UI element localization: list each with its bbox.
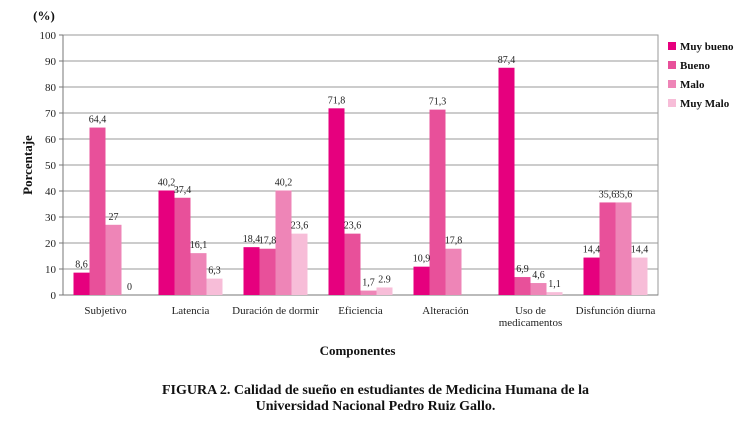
data-label: 37,4 bbox=[174, 185, 192, 196]
data-label: 2.9 bbox=[378, 274, 391, 285]
bar bbox=[190, 253, 207, 295]
figure-caption-line-2: Universidad Nacional Pedro Ruiz Gallo. bbox=[255, 399, 496, 414]
bar bbox=[546, 292, 563, 295]
bar bbox=[615, 202, 632, 295]
bar bbox=[105, 224, 122, 295]
data-label: 8,6 bbox=[75, 260, 88, 271]
bar bbox=[445, 248, 462, 295]
bar bbox=[259, 248, 276, 295]
x-category-label: medicamentos bbox=[499, 317, 563, 329]
bar bbox=[344, 233, 361, 295]
data-label: 71,3 bbox=[429, 97, 447, 108]
data-label: 71,8 bbox=[328, 95, 346, 106]
data-label: 35,6 bbox=[599, 189, 617, 200]
data-label: 87,4 bbox=[498, 55, 516, 66]
bar bbox=[158, 190, 175, 295]
bar bbox=[360, 290, 377, 295]
data-label: 6,3 bbox=[208, 266, 221, 277]
data-label: 40,2 bbox=[275, 177, 293, 188]
y-tick-label: 0 bbox=[51, 290, 57, 302]
data-label: 23,6 bbox=[291, 221, 309, 232]
y-tick-label: 10 bbox=[45, 264, 57, 276]
axes: 0 10 20 30 40 50 60 70 80 90 100 (%) Porcentaje Compo… bbox=[20, 8, 658, 358]
x-category-label: Subjetivo bbox=[84, 305, 127, 317]
bar bbox=[174, 197, 191, 295]
bar bbox=[275, 190, 292, 295]
legend-label: Muy Malo bbox=[680, 98, 730, 110]
bar bbox=[429, 109, 446, 296]
legend-label: Muy bueno bbox=[680, 41, 734, 53]
figure-caption-line-1: FIGURA 2. Calidad de sueño en estudiante… bbox=[161, 383, 590, 398]
x-axis-title: Componentes bbox=[320, 343, 396, 358]
data-label: 10,9 bbox=[413, 254, 431, 265]
bar bbox=[530, 283, 547, 295]
y-tick-label: 100 bbox=[40, 30, 57, 42]
bar bbox=[73, 272, 90, 295]
legend-label: Malo bbox=[680, 79, 705, 91]
data-label: 6,9 bbox=[516, 264, 529, 275]
legend-label: Bueno bbox=[680, 60, 710, 72]
data-label: 16,1 bbox=[190, 240, 208, 251]
bar bbox=[89, 127, 106, 295]
bar bbox=[291, 233, 308, 295]
bar bbox=[243, 247, 260, 295]
data-label: 0 bbox=[127, 282, 132, 293]
legend: Muy bueno Bueno Malo Muy Malo bbox=[668, 41, 734, 110]
bar-chart: 0 10 20 30 40 50 60 70 80 90 100 (%) Porcentaje Compo… bbox=[20, 8, 734, 358]
data-label: 23,6 bbox=[344, 221, 362, 232]
bar bbox=[376, 287, 393, 295]
bar bbox=[583, 257, 600, 295]
y-tick-label: 90 bbox=[45, 56, 57, 68]
x-category-label: Eficiencia bbox=[338, 305, 383, 317]
data-label: 27 bbox=[109, 212, 119, 223]
data-label: 40,2 bbox=[158, 177, 176, 188]
legend-swatch bbox=[668, 61, 676, 69]
data-label: 1,7 bbox=[362, 278, 375, 289]
data-label: 17,8 bbox=[259, 236, 277, 247]
data-label: 17,8 bbox=[445, 236, 463, 247]
y-tick-label: 50 bbox=[45, 160, 57, 172]
legend-swatch bbox=[668, 42, 676, 50]
bar bbox=[498, 67, 515, 295]
data-label: 4,6 bbox=[532, 270, 545, 281]
data-label: 14,4 bbox=[631, 245, 649, 256]
legend-swatch bbox=[668, 99, 676, 107]
y-tick-label: 30 bbox=[45, 212, 57, 224]
bar bbox=[413, 266, 430, 295]
y-tick-label: 20 bbox=[45, 238, 57, 250]
y-tick-label: 70 bbox=[45, 108, 57, 120]
y-axis-title: Porcentaje bbox=[20, 135, 35, 195]
bar bbox=[206, 278, 223, 295]
y-unit-label: (%) bbox=[33, 8, 55, 23]
x-category-label: Alteración bbox=[422, 305, 469, 317]
legend-swatch bbox=[668, 80, 676, 88]
x-category-label: Disfunción diurna bbox=[576, 305, 656, 317]
data-label: 18,4 bbox=[243, 234, 261, 245]
data-label: 1,1 bbox=[548, 279, 561, 290]
y-tick-label: 80 bbox=[45, 82, 57, 94]
x-category-label: Duración de dormir bbox=[232, 305, 319, 317]
data-label: 64,4 bbox=[89, 115, 107, 126]
data-labels: 8,664,427040,237,416,16,318,417,840,223,… bbox=[75, 55, 648, 293]
x-category-label: Uso de bbox=[515, 305, 546, 317]
bar bbox=[328, 108, 345, 295]
data-label: 35,6 bbox=[615, 189, 633, 200]
data-label: 14,4 bbox=[583, 245, 601, 256]
bar bbox=[631, 257, 648, 295]
y-tick-label: 40 bbox=[45, 186, 57, 198]
y-tick-label: 60 bbox=[45, 134, 57, 146]
x-category-label: Latencia bbox=[172, 305, 210, 317]
bars bbox=[73, 67, 648, 296]
bar bbox=[514, 277, 531, 295]
bar bbox=[599, 202, 616, 295]
